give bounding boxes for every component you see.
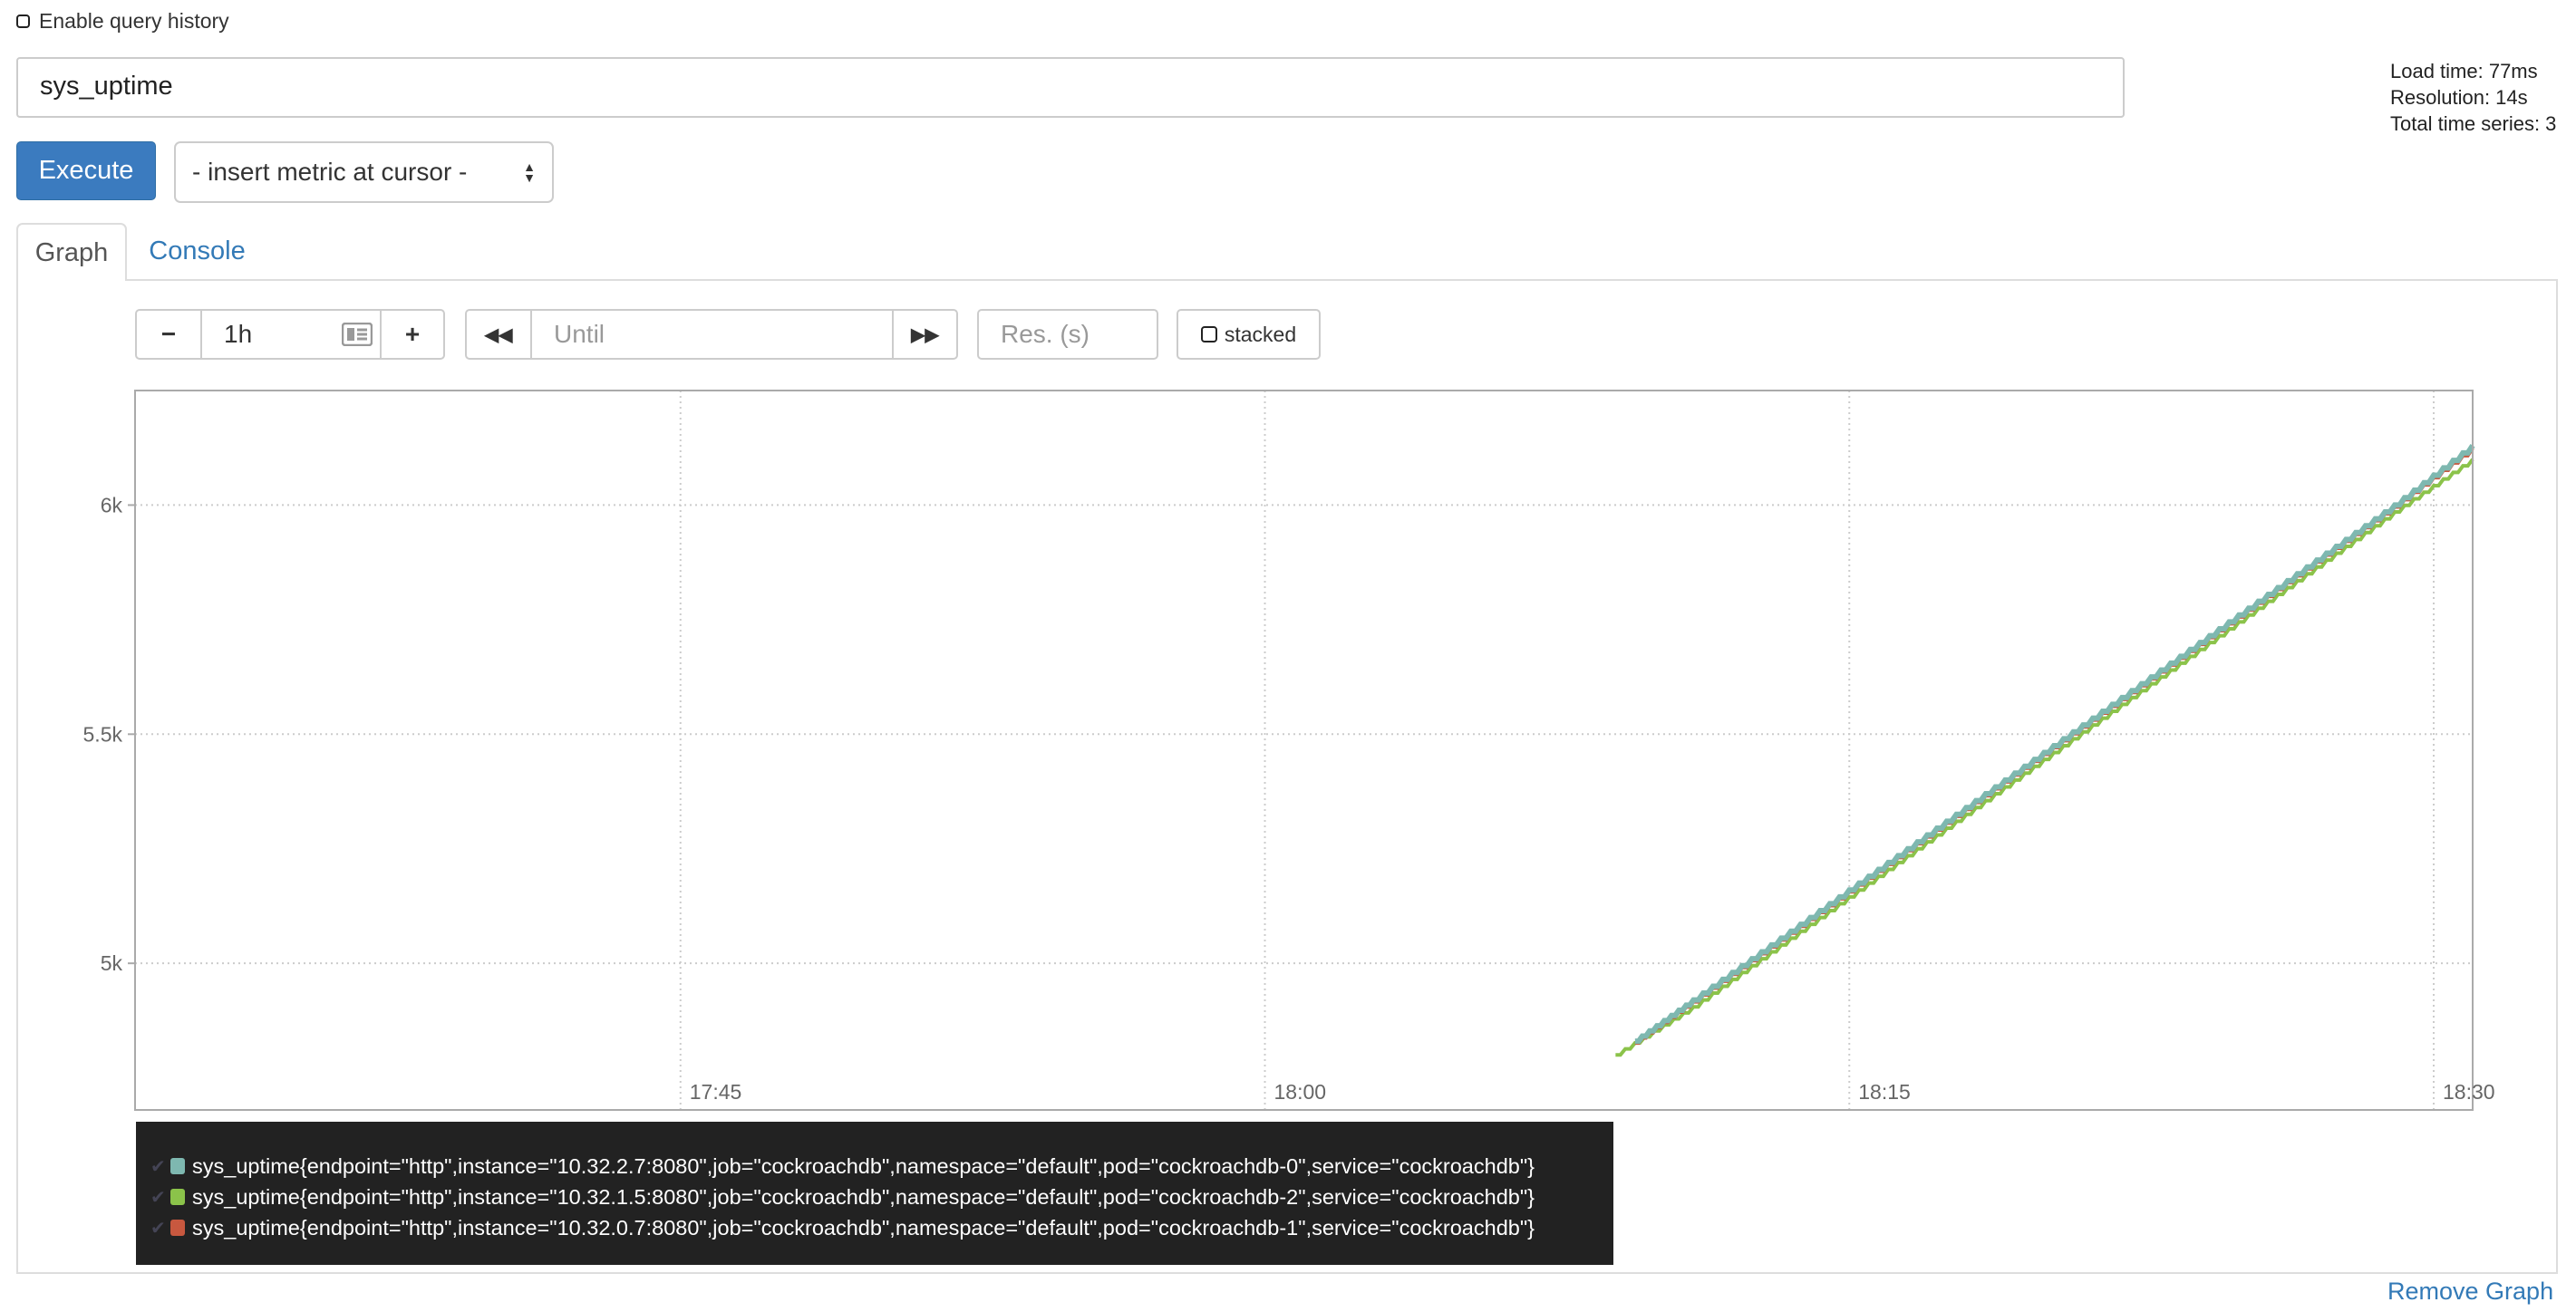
insert-metric-selected: - insert metric at cursor - [192, 158, 468, 186]
x-tick-label: 17:45 [690, 1080, 742, 1104]
range-input[interactable]: 1h [200, 309, 382, 360]
series-color-swatch [170, 1189, 185, 1205]
legend-item[interactable]: ✔ sys_uptime{endpoint="http",instance="10… [150, 1151, 1613, 1182]
enable-query-history-label: Enable query history [39, 9, 229, 33]
total-time-series: Total time series: 3 [2390, 112, 2557, 135]
chart-grid [128, 391, 2473, 1110]
x-tick-label: 18:30 [2443, 1080, 2495, 1104]
legend-label: sys_uptime{endpoint="http",instance="10.… [192, 1215, 1535, 1240]
y-tick-label: 5.5k [83, 722, 123, 746]
series-color-swatch [170, 1220, 185, 1236]
chart-series [1615, 444, 2475, 1057]
expression-input[interactable]: sys_uptime [16, 57, 2125, 118]
range-decrease-button[interactable]: − [135, 309, 202, 360]
insert-metric-select[interactable]: - insert metric at cursor - ▲ ▼ [174, 141, 554, 203]
graph-panel [16, 279, 2558, 1274]
range-value: 1h [224, 320, 253, 348]
stacked-label: stacked [1224, 322, 1297, 346]
double-chevron-right-icon: ▶▶ [911, 324, 939, 345]
enable-query-history-checkbox[interactable]: Enable query history [16, 9, 229, 34]
checkbox-icon[interactable] [16, 14, 30, 28]
calendar-icon [342, 323, 373, 346]
x-tick-label: 18:15 [1858, 1080, 1911, 1104]
legend-item[interactable]: ✔ sys_uptime{endpoint="http",instance="10… [150, 1212, 1613, 1243]
y-tick-label: 5k [101, 951, 123, 975]
series-color-swatch [170, 1158, 185, 1174]
legend-label: sys_uptime{endpoint="http",instance="10.… [192, 1153, 1535, 1178]
double-chevron-left-icon: ◀◀ [484, 324, 513, 345]
resolution: Resolution: 14s [2390, 86, 2528, 109]
legend-item[interactable]: ✔ sys_uptime{endpoint="http",instance="10… [150, 1182, 1613, 1212]
stacked-toggle[interactable]: stacked [1177, 309, 1321, 360]
select-arrows-icon: ▲ ▼ [523, 159, 536, 185]
resolution-input[interactable]: Res. (s) [977, 309, 1158, 360]
x-tick-label: 18:00 [1274, 1080, 1327, 1104]
chart-legend: ✔ sys_uptime{endpoint="http",instance="10… [136, 1122, 1613, 1265]
range-increase-button[interactable]: + [380, 309, 445, 360]
query-stats: Load time: 77ms Resolution: 14s Total ti… [2390, 58, 2556, 137]
check-icon: ✔ [150, 1218, 166, 1239]
tab-graph[interactable]: Graph [16, 223, 127, 281]
time-forward-button[interactable]: ▶▶ [892, 309, 958, 360]
y-tick-label: 6k [101, 493, 123, 516]
resolution-placeholder: Res. (s) [1001, 320, 1089, 348]
plot-border [134, 390, 2474, 1111]
remove-graph-link[interactable]: Remove Graph [2387, 1278, 2554, 1305]
until-placeholder: Until [554, 320, 605, 348]
legend-label: sys_uptime{endpoint="http",instance="10.… [192, 1184, 1535, 1209]
series-line-0 [1634, 444, 2475, 1045]
check-icon: ✔ [150, 1187, 166, 1208]
time-back-button[interactable]: ◀◀ [465, 309, 532, 360]
checkbox-icon [1200, 326, 1217, 342]
tab-console[interactable]: Console [149, 236, 246, 265]
check-icon: ✔ [150, 1156, 166, 1177]
execute-button[interactable]: Execute [16, 141, 156, 200]
series-line-1 [1615, 458, 2474, 1057]
load-time: Load time: 77ms [2390, 60, 2538, 82]
